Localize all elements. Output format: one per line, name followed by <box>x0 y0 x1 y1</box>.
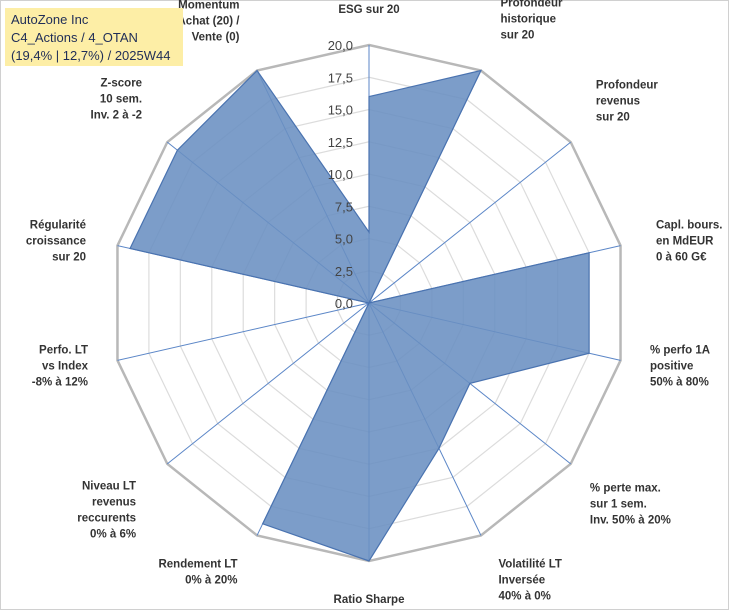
axis-label-line: 40% à 0% <box>498 590 550 602</box>
info-box: AutoZone Inc C4_Actions / 4_OTAN (19,4% … <box>5 8 183 66</box>
tick-label: 15,0 <box>328 103 353 118</box>
axis-label-line: 0% à 20% <box>185 574 237 586</box>
tick-label: 17,5 <box>328 70 353 85</box>
axis-label-line: 0% à 6% <box>90 529 136 541</box>
axis-label-line: sur 20 <box>596 111 630 123</box>
axis-label-line: revenus <box>596 95 640 107</box>
axis-spoke <box>368 141 572 304</box>
axis-spoke <box>166 302 370 465</box>
axis-label-line: sur 20 <box>500 30 534 42</box>
axis-label-line: Profondeur <box>596 79 658 91</box>
axis-label-line: Niveau LT <box>82 481 136 493</box>
company-name: AutoZone Inc <box>11 12 89 27</box>
axis-label-line: Inv. 2 à -2 <box>91 109 143 121</box>
axis-label-line: historique <box>500 14 556 26</box>
tick-label: 10,0 <box>328 167 353 182</box>
axis-label-line: 0 à 60 G€ <box>656 252 707 264</box>
tick-label: 12,5 <box>328 135 353 150</box>
tick-label: 0,0 <box>335 296 353 311</box>
portfolio-name: C4_Actions / 4_OTAN <box>11 30 138 45</box>
axis-label-line: reccurents <box>77 513 136 525</box>
radar-series <box>129 69 590 562</box>
axis-label-line: en MdEUR <box>656 236 714 248</box>
axis-label-line: Inv. 50% à 20% <box>590 515 671 527</box>
axis-label-line: Rendement LT <box>158 558 237 570</box>
axis-label-line: Volatilité LT <box>498 558 561 570</box>
axis-label-line: Capl. bours. <box>656 220 722 232</box>
axis-label-line: vs Index <box>42 360 89 372</box>
axis-spoke <box>117 302 370 361</box>
axis-label-line: croissance <box>26 236 86 248</box>
tick-label: 5,0 <box>335 232 353 247</box>
axis-label-line: % perfo 1A <box>650 344 710 356</box>
axis-label-line: Momentum <box>178 0 239 12</box>
performance-period: (19,4% | 12,7%) / 2025W44 <box>11 48 171 63</box>
axis-label-line: Inversée <box>498 574 545 586</box>
axis-label-line: 50% à 80% <box>650 376 709 388</box>
axis-label-line: Achat (20) / <box>178 16 241 28</box>
axis-label-line: Profondeur <box>500 0 562 10</box>
tick-label: 20,0 <box>328 38 353 53</box>
radial-tick-labels: 0,0 2,5 5,0 7,5 10,0 12,5 15,0 17,5 20,0 <box>328 38 353 311</box>
axis-label-line: Perfo. LT <box>39 344 88 356</box>
tick-label: 7,5 <box>335 199 353 214</box>
axis-label-line: -8% à 12% <box>32 376 88 388</box>
axis-label-line: sur 1 sem. <box>590 499 647 511</box>
axis-label-line: 10 sem. <box>100 93 142 105</box>
axis-label-line: revenus <box>92 497 136 509</box>
axis-label-line: Z-score <box>101 77 143 89</box>
axis-label-line: % perte max. <box>590 483 661 495</box>
axis-label-line: ESG sur 20 <box>338 4 399 16</box>
axis-label-line: Ratio Sharpe <box>334 594 405 606</box>
axis-label-line: positive <box>650 360 693 372</box>
axis-label-line: sur 20 <box>52 252 86 264</box>
axis-label-line: Régularité <box>30 220 86 232</box>
axis-label-line: Vente (0) <box>192 32 240 44</box>
tick-label: 2,5 <box>335 264 353 279</box>
series-area <box>129 69 590 562</box>
